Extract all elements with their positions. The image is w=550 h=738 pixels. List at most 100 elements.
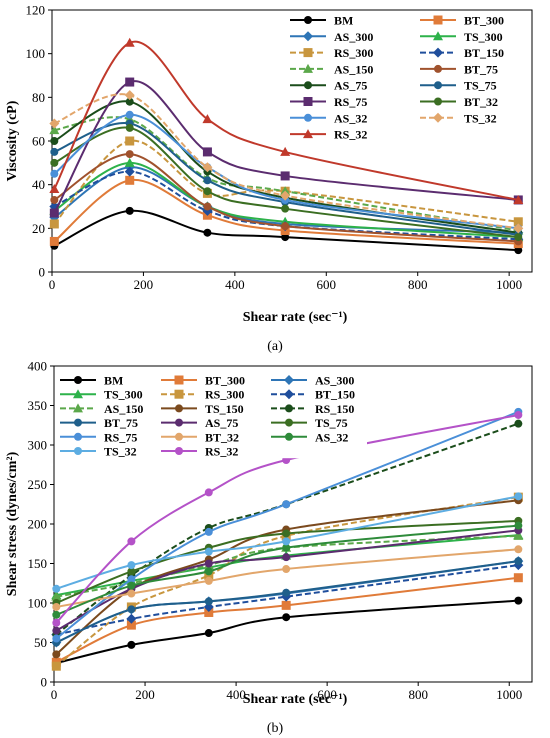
legend-marker (303, 97, 313, 106)
legend-label: BT_150 (315, 388, 355, 402)
data-point (204, 559, 213, 568)
series-line (56, 495, 519, 590)
series-line (53, 113, 519, 230)
x-tick-label: 800 (408, 687, 428, 702)
y-axis-label: Shear stress (dynes/cm²) (5, 451, 20, 596)
legend-marker (285, 404, 293, 413)
data-point (127, 567, 136, 576)
legend-marker (285, 418, 293, 427)
legend-marker (433, 15, 443, 25)
legend-item: BT_300 (420, 14, 504, 28)
data-point (282, 500, 291, 509)
legend-marker (304, 81, 312, 90)
legend-label: TS_150 (205, 402, 244, 416)
legend-label: AS_300 (315, 374, 354, 388)
series-line (53, 126, 519, 239)
legend-marker (175, 447, 183, 455)
legend-marker (303, 31, 313, 42)
data-point (280, 146, 291, 156)
panel-label: (b) (267, 721, 284, 736)
y-tick-label: 400 (28, 359, 48, 374)
data-point (52, 634, 61, 643)
legend-label: RS_75 (104, 430, 137, 444)
legend-item: TS_32 (420, 111, 497, 125)
series-BT_32 (52, 545, 523, 611)
legend-background (56, 371, 367, 459)
legend-label: AS_300 (334, 30, 373, 44)
series-line (55, 519, 519, 604)
legend-marker (73, 403, 83, 413)
series-BT_75 (50, 150, 523, 246)
data-point (49, 118, 60, 129)
data-point (514, 596, 523, 605)
x-tick-label: 1000 (496, 687, 522, 702)
data-point (202, 147, 212, 157)
legend-marker (434, 97, 442, 106)
data-point (282, 613, 291, 622)
legend-marker (175, 418, 183, 427)
series-line (53, 122, 519, 236)
y-tick-label: 0 (41, 675, 48, 690)
data-point (52, 626, 61, 635)
legend-marker (175, 404, 183, 413)
y-tick-label: 60 (32, 134, 45, 149)
data-point (52, 610, 61, 619)
series-line (55, 560, 519, 644)
y-tick-label: 250 (28, 477, 48, 492)
y-tick-label: 200 (28, 517, 48, 532)
x-tick-label: 0 (49, 277, 56, 292)
legend-marker (434, 64, 442, 73)
data-point (281, 233, 290, 242)
data-point (204, 567, 213, 576)
legend-marker (175, 432, 183, 441)
legend-item: RS_75 (290, 95, 367, 109)
data-point (514, 233, 523, 242)
legend-label: TS_32 (104, 445, 137, 459)
data-point (204, 597, 213, 606)
x-tick-label: 600 (317, 687, 337, 702)
data-point (204, 547, 213, 556)
legend-item: BT_150 (420, 46, 504, 60)
series-line (53, 209, 519, 252)
legend-item: RS_300 (161, 388, 244, 402)
x-tick-label: 200 (134, 277, 154, 292)
series-line (56, 564, 519, 636)
legend-marker (433, 31, 443, 41)
data-point (202, 162, 213, 173)
data-point (514, 521, 523, 530)
data-point (204, 576, 213, 585)
legend-item: RS_32 (290, 128, 367, 142)
legend-item: AS_300 (271, 374, 354, 388)
legend-item: AS_75 (161, 416, 238, 430)
data-point (514, 419, 523, 428)
data-point (124, 157, 135, 167)
data-point (125, 136, 135, 146)
legend-item: TS_75 (271, 416, 348, 430)
x-tick-label: 1000 (496, 277, 522, 292)
legend-marker (433, 112, 443, 123)
series-line (55, 576, 519, 664)
data-point (282, 537, 291, 546)
legend-marker (434, 81, 442, 90)
series-BT_32 (50, 123, 523, 242)
data-point (127, 561, 136, 570)
legend-item: BT_75 (60, 416, 138, 430)
data-point (514, 246, 523, 255)
series-line (53, 153, 519, 243)
data-point (280, 171, 290, 181)
data-point (125, 123, 134, 132)
legend-background (286, 11, 516, 144)
data-point (203, 228, 212, 237)
legend-label: BT_300 (205, 374, 245, 388)
y-tick-label: 350 (28, 398, 48, 413)
legend-label: RS_300 (334, 46, 373, 60)
data-point (282, 588, 291, 597)
data-point (127, 605, 136, 614)
legend-marker (74, 447, 82, 455)
legend-label: AS_150 (104, 402, 143, 416)
data-point (281, 222, 290, 231)
x-tick-label: 800 (408, 277, 428, 292)
legend-marker (303, 129, 313, 139)
data-point (281, 204, 290, 213)
